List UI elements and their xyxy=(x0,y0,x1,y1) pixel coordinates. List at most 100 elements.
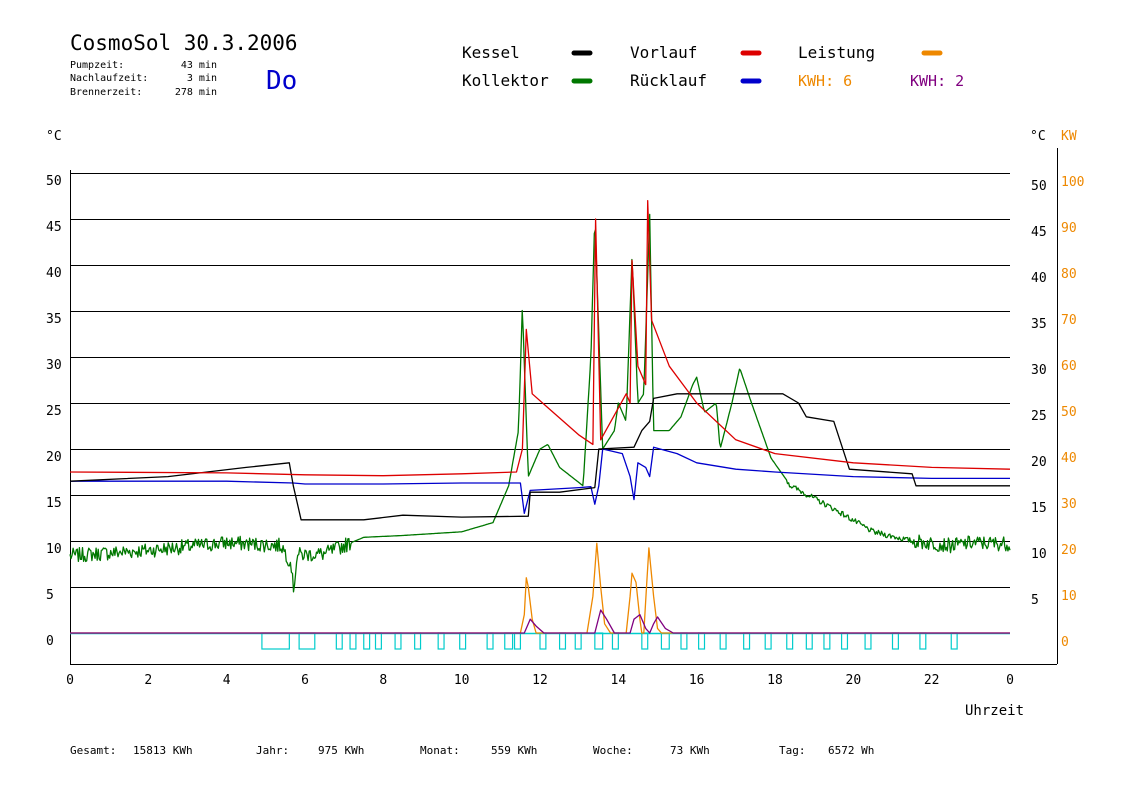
y-left-tick-5: 5 xyxy=(46,588,54,603)
pump-interval-24 xyxy=(764,632,772,650)
legend-label-kessel: Kessel xyxy=(462,43,520,62)
x-tick-7: 14 xyxy=(611,673,627,688)
x-tick-9: 18 xyxy=(767,673,783,688)
x-tick-10: 20 xyxy=(846,673,862,688)
chart-title: CosmoSol 30.3.2006 xyxy=(70,31,298,55)
pump-interval-20 xyxy=(680,632,688,650)
x-tick-12: 0 xyxy=(1006,673,1014,688)
x-tick-4: 8 xyxy=(379,673,387,688)
y-right-tick-40: 40 xyxy=(1031,271,1047,286)
axes xyxy=(70,148,1058,665)
tick-labels: 0510152025303540455051015202530354045500… xyxy=(46,174,1084,688)
pump-interval-2 xyxy=(335,632,343,650)
pump-interval-15 xyxy=(574,632,582,650)
pump-interval-7 xyxy=(414,632,422,650)
y-left-tick-50: 50 xyxy=(46,174,62,189)
y-left-tick-15: 15 xyxy=(46,496,62,511)
pump-intervals xyxy=(70,632,1010,650)
pump-interval-4 xyxy=(363,632,371,650)
y-kw-tick-80: 80 xyxy=(1061,267,1077,282)
pump-interval-21 xyxy=(698,632,706,650)
pump-interval-6 xyxy=(394,632,402,650)
series-vorlauf xyxy=(69,199,1011,477)
legend-kwh-purple: KWH: 2 xyxy=(910,72,964,90)
x-tick-1: 2 xyxy=(144,673,152,688)
pump-interval-10 xyxy=(486,632,494,650)
footer-value-gesamt: 15813 KWh xyxy=(133,744,193,757)
footer-value-monat: 559 KWh xyxy=(491,744,537,757)
y-kw-tick-50: 50 xyxy=(1061,405,1077,420)
series-kollektor xyxy=(69,213,1011,593)
pump-interval-28 xyxy=(840,632,849,650)
stat-label-pumpzeit: Pumpzeit: xyxy=(70,60,124,71)
y-right-tick-25: 25 xyxy=(1031,409,1047,424)
y-right-tick-50: 50 xyxy=(1031,179,1047,194)
footer-value-jahr: 975 KWh xyxy=(318,744,364,757)
legend-label-leistung: Leistung xyxy=(798,43,875,62)
legend-label-vorlauf: Vorlauf xyxy=(630,43,697,62)
y-kw-tick-70: 70 xyxy=(1061,313,1077,328)
grid xyxy=(70,173,1010,588)
pump-interval-9 xyxy=(459,632,467,650)
y-right-unit-kw: KW xyxy=(1061,129,1077,144)
pump-interval-22 xyxy=(719,632,727,650)
y-kw-tick-100: 100 xyxy=(1061,175,1084,190)
legend: Kessel Vorlauf Leistung Kollektor Rückla… xyxy=(462,43,964,90)
y-right-tick-15: 15 xyxy=(1031,501,1047,516)
footer-label-tag: Tag: xyxy=(779,744,806,757)
y-right-unit: °C xyxy=(1030,129,1046,144)
pump-interval-32 xyxy=(950,632,958,650)
y-left-tick-10: 10 xyxy=(46,542,62,557)
pump-interval-16 xyxy=(594,632,604,650)
pump-interval-0 xyxy=(261,632,290,650)
y-left-tick-20: 20 xyxy=(46,450,62,465)
pump-interval-31 xyxy=(919,632,927,650)
pump-interval-12 xyxy=(513,632,522,650)
y-kw-tick-0: 0 xyxy=(1061,635,1069,650)
y-right-tick-30: 30 xyxy=(1031,363,1047,378)
y-kw-tick-30: 30 xyxy=(1061,497,1077,512)
pump-interval-25 xyxy=(786,632,794,650)
pump-interval-8 xyxy=(437,632,445,650)
series-leistung xyxy=(70,542,1010,634)
y-kw-tick-10: 10 xyxy=(1061,589,1077,604)
legend-label-kollektor: Kollektor xyxy=(462,71,549,90)
pump-interval-19 xyxy=(660,632,670,650)
y-left-tick-0: 0 xyxy=(46,634,54,649)
pump-interval-27 xyxy=(823,632,831,650)
y-right-tick-35: 35 xyxy=(1031,317,1047,332)
y-left-tick-35: 35 xyxy=(46,312,62,327)
weekday-label: Do xyxy=(266,66,297,96)
series-kessel xyxy=(69,393,1010,521)
y-left-tick-45: 45 xyxy=(46,220,62,235)
pump-interval-13 xyxy=(539,632,547,650)
x-axis-label: Uhrzeit xyxy=(965,703,1024,719)
footer-label-jahr: Jahr: xyxy=(256,744,289,757)
y-kw-tick-20: 20 xyxy=(1061,543,1077,558)
pump-interval-5 xyxy=(374,632,382,650)
y-kw-tick-60: 60 xyxy=(1061,359,1077,374)
pump-interval-14 xyxy=(558,632,567,650)
x-tick-8: 16 xyxy=(689,673,705,688)
stat-value-nachlaufzeit: 3 min xyxy=(187,73,217,84)
pump-interval-11 xyxy=(504,632,514,650)
footer-label-woche: Woche: xyxy=(593,744,633,757)
pump-interval-3 xyxy=(349,632,357,650)
x-tick-2: 4 xyxy=(223,673,231,688)
pump-interval-26 xyxy=(805,632,813,650)
stat-label-brennerzeit: Brennerzeit: xyxy=(70,87,142,98)
x-tick-0: 0 xyxy=(66,673,74,688)
footer-totals: Gesamt: 15813 KWh Jahr: 975 KWh Monat: 5… xyxy=(70,744,874,757)
pump-interval-17 xyxy=(611,632,619,650)
y-right-tick-5: 5 xyxy=(1031,593,1039,608)
y-left-tick-25: 25 xyxy=(46,404,62,419)
y-left-tick-40: 40 xyxy=(46,266,62,281)
pump-interval-1 xyxy=(298,632,316,650)
y-kw-tick-90: 90 xyxy=(1061,221,1077,236)
footer-value-tag: 6572 Wh xyxy=(828,744,874,757)
footer-value-woche: 73 KWh xyxy=(670,744,710,757)
legend-kwh-orange: KWH: 6 xyxy=(798,72,852,90)
footer-label-gesamt: Gesamt: xyxy=(70,744,116,757)
y-kw-tick-40: 40 xyxy=(1061,451,1077,466)
